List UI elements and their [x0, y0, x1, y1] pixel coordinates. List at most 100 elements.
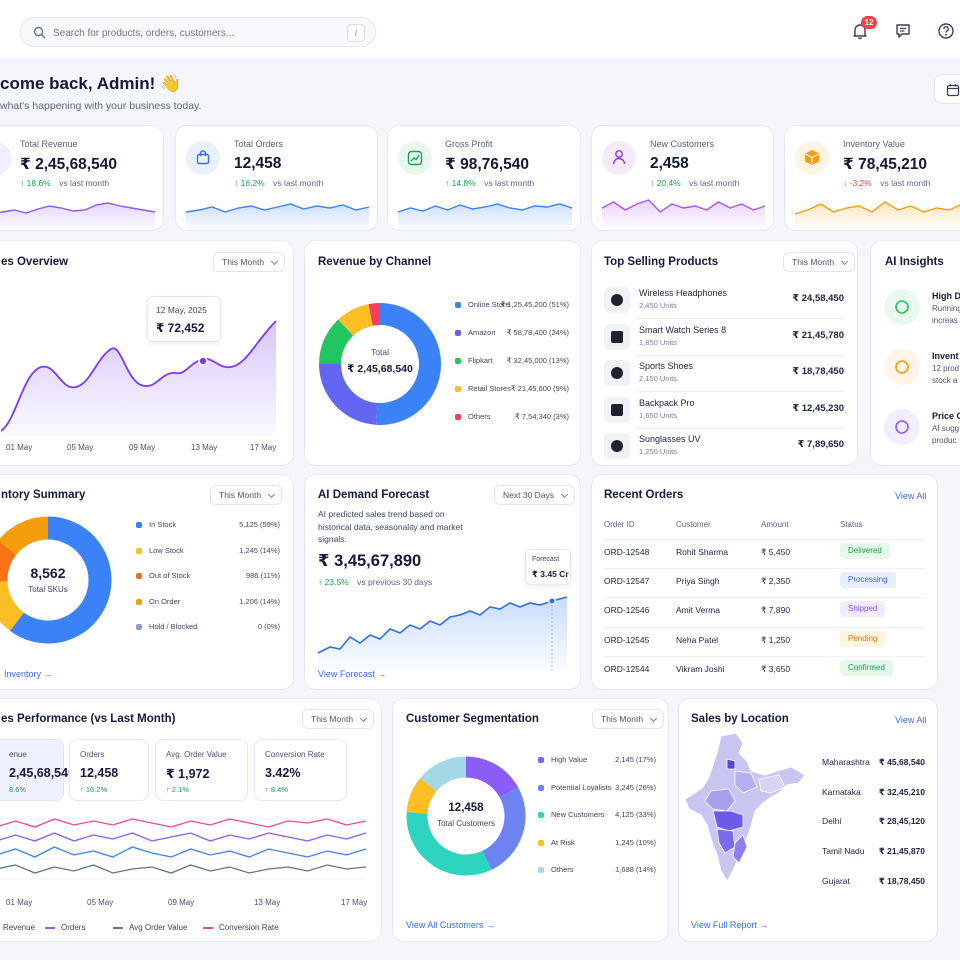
search-box[interactable]: /: [20, 17, 376, 47]
view-all-customers-link[interactable]: View All Customers →: [406, 920, 495, 930]
search-shortcut-key: /: [347, 24, 365, 42]
product-name[interactable]: Smart Watch Series 8: [639, 324, 727, 335]
search-input[interactable]: [53, 24, 343, 42]
donut-slice[interactable]: [0, 516, 49, 556]
legend-item: At Risk 1,245 (10%): [538, 838, 656, 850]
product-name[interactable]: Wireless Headphones: [639, 288, 728, 298]
notification-badge: 12: [861, 16, 877, 29]
map-region-tamil-nadu[interactable]: [732, 834, 748, 864]
donut-slice[interactable]: [368, 303, 381, 326]
kpi-card-total-orders[interactable]: Total Orders 12,458 ↑ 16.2% vs last mont…: [175, 125, 378, 231]
orders-bag-icon-bg: [186, 141, 220, 175]
status-badge: Pending: [840, 630, 886, 647]
kpi-card-total-revenue[interactable]: Total Revenue ₹ 2,45,68,540 ↑ 18.6% vs l…: [0, 125, 164, 231]
map-outline: [684, 732, 806, 882]
map-region-delhi[interactable]: [726, 758, 736, 770]
period-dropdown[interactable]: This Month: [210, 485, 283, 505]
period-dropdown[interactable]: This Month: [783, 252, 856, 272]
donut-slice[interactable]: [376, 303, 441, 425]
order-id[interactable]: ORD-12548: [604, 547, 650, 557]
donut-slice[interactable]: [0, 580, 25, 631]
donut-slice[interactable]: [420, 756, 467, 792]
sparkline-line: [601, 199, 766, 213]
legend-swatch: [136, 547, 142, 554]
product-name[interactable]: Sports Shoes: [639, 361, 694, 372]
view-forecast-link[interactable]: View Forecast →: [318, 669, 387, 679]
area-fill: [1, 321, 276, 436]
forecast-point[interactable]: [548, 597, 556, 605]
donut-slice[interactable]: [481, 787, 526, 870]
period-dropdown[interactable]: This Month: [213, 252, 286, 272]
kpi-sparkline: [601, 199, 766, 230]
metric-value: 3.42%: [265, 766, 301, 780]
product-name[interactable]: Sunglasses UV: [639, 434, 701, 445]
calendar-button[interactable]: [934, 74, 960, 104]
sales-line: [0, 320, 277, 432]
order-id[interactable]: ORD-12545: [604, 634, 650, 645]
legend-name: In Stock: [149, 520, 177, 529]
insight-text: produc: [932, 436, 957, 445]
highlight-point[interactable]: [198, 356, 208, 366]
metric-card-avg-order-value[interactable]: Avg. Order Value ₹ 1,972 ↑ 2.1%: [155, 739, 248, 801]
legend-swatch: [203, 927, 213, 929]
kpi-card-gross-profit[interactable]: Gross Profit ₹ 98,76,540 ↑ 14.8% vs last…: [387, 125, 581, 231]
legend-item: Online Store ₹ 1,25,45,200 (51%): [455, 300, 569, 312]
legend-name: Potential Loyalists: [551, 782, 612, 792]
view-full-report-link[interactable]: View Full Report →: [691, 920, 769, 930]
donut-slice[interactable]: [465, 756, 519, 798]
legend-name: Conversion Rate: [219, 923, 279, 932]
map-region-maharashtra[interactable]: [712, 810, 744, 832]
order-id[interactable]: ORD-12546: [604, 605, 650, 616]
donut-slice[interactable]: [319, 363, 379, 425]
kpi-card-inventory-value[interactable]: Inventory Value ₹ 78,45,210 ↓ -3.2% vs l…: [784, 125, 960, 231]
period-dropdown[interactable]: This Month: [302, 709, 375, 729]
legend-name: Online Store: [468, 300, 510, 309]
view-all-locations-link[interactable]: View All: [895, 715, 927, 725]
metric-label: enue: [9, 750, 27, 759]
location-name[interactable]: Gujarat: [822, 875, 850, 886]
insight-title[interactable]: Invent: [932, 351, 959, 361]
sparkline-line: [0, 202, 156, 214]
location-name[interactable]: Maharashtra: [822, 757, 870, 767]
insight-title[interactable]: High D: [932, 291, 960, 301]
order-id[interactable]: ORD-12547: [604, 576, 650, 587]
message-icon[interactable]: [894, 22, 912, 40]
kpi-card-new-customers[interactable]: New Customers 2,458 ↑ 20.4% vs last mont…: [591, 125, 774, 231]
location-name[interactable]: Karnataka: [822, 786, 861, 797]
donut-slice[interactable]: [10, 516, 112, 644]
donut-slice[interactable]: [406, 812, 492, 876]
metric-card-orders[interactable]: Orders 12,458 ↑ 16.2%: [69, 739, 149, 801]
row-divider: [604, 568, 925, 570]
recent-orders-card: Recent Orders View All Order ID Customer…: [591, 474, 938, 690]
india-map[interactable]: [681, 731, 811, 889]
donut-slice[interactable]: [0, 541, 17, 582]
product-units: 1,250 Units: [639, 447, 677, 457]
location-value: ₹ 28,45,120: [878, 816, 925, 827]
view-all-orders-link[interactable]: View All: [895, 491, 927, 501]
x-tick: 13 May: [191, 443, 218, 452]
sparkline-area: [795, 202, 960, 230]
backpack-icon: [604, 396, 630, 423]
donut-slice[interactable]: [338, 304, 374, 336]
location-name[interactable]: Delhi: [822, 816, 842, 827]
order-customer: Amit Verma: [676, 605, 720, 616]
legend-swatch: [538, 867, 544, 873]
donut-slice[interactable]: [319, 319, 354, 365]
sparkline-line: [397, 203, 573, 213]
donut-center-label: Total SKUs: [28, 585, 68, 594]
help-icon[interactable]: [937, 22, 955, 40]
insight-text: AI sugg: [932, 424, 960, 433]
location-name[interactable]: Tamil Nadu: [822, 846, 865, 857]
view-inventory-link[interactable]: Inventory →: [4, 669, 53, 679]
kpi-label: New Customers: [650, 139, 715, 149]
metric-card-revenue[interactable]: enue 2,45,68,540 8.6%: [0, 739, 75, 801]
map-region-karnataka[interactable]: [716, 828, 736, 854]
metric-card-conversion-rate[interactable]: Conversion Rate 3.42% ↑ 8.4%: [254, 739, 347, 801]
arrow-up-icon: [884, 289, 920, 325]
period-dropdown[interactable]: This Month: [592, 709, 665, 729]
period-dropdown[interactable]: Next 30 Days: [494, 485, 576, 505]
donut-slice[interactable]: [406, 778, 437, 815]
order-id[interactable]: ORD-12544: [604, 663, 650, 674]
insight-title[interactable]: Price C: [932, 411, 960, 421]
product-name[interactable]: Backpack Pro: [639, 397, 695, 408]
